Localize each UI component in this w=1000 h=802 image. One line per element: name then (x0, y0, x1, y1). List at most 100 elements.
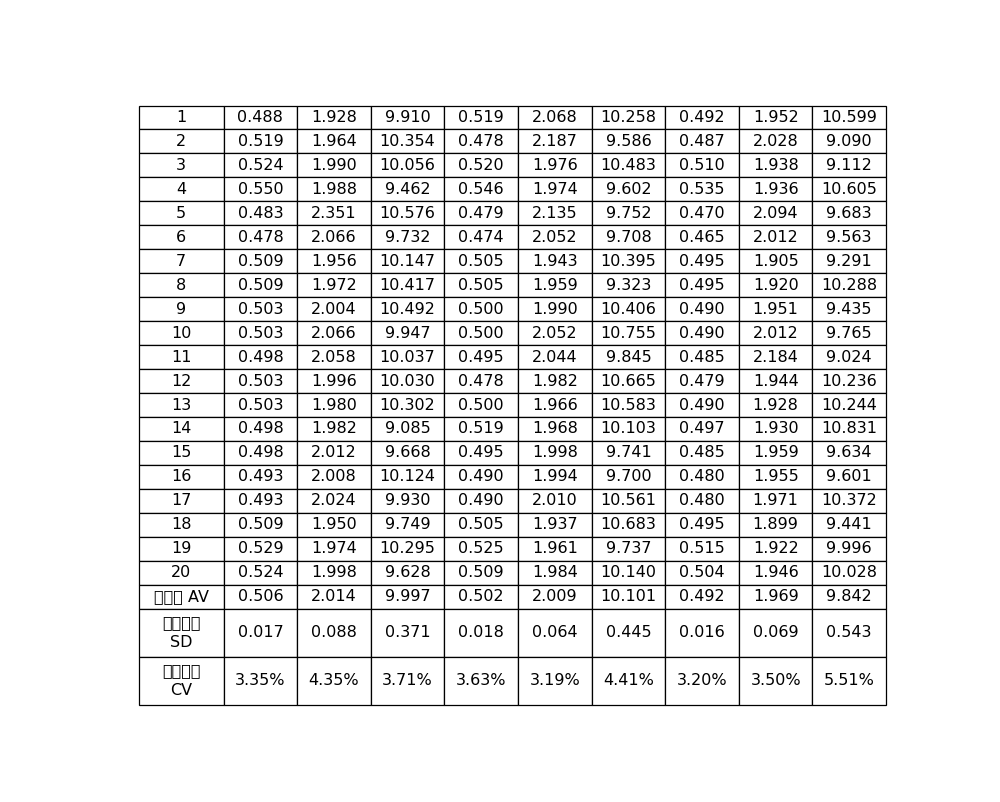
Bar (297, 585, 371, 609)
Text: 变异系数
CV: 变异系数 CV (162, 663, 201, 698)
Text: 2.058: 2.058 (311, 350, 357, 365)
Text: 1.930: 1.930 (753, 422, 798, 436)
Bar (224, 585, 297, 609)
Text: 2.187: 2.187 (532, 134, 578, 149)
Bar (592, 609, 665, 657)
Bar (224, 106, 297, 129)
Text: 2.135: 2.135 (532, 206, 578, 221)
Bar (592, 465, 665, 489)
Text: 0.490: 0.490 (679, 398, 725, 412)
Bar (371, 225, 444, 249)
Text: 0.485: 0.485 (679, 445, 725, 460)
Text: 9.930: 9.930 (385, 493, 430, 508)
Bar (739, 657, 812, 704)
Bar (297, 106, 371, 129)
Text: 0.495: 0.495 (458, 350, 504, 365)
Text: 9.765: 9.765 (826, 326, 872, 341)
Text: 0.017: 0.017 (238, 625, 283, 640)
Text: 0.519: 0.519 (458, 110, 504, 125)
Text: 1.955: 1.955 (753, 469, 799, 484)
Text: 0.505: 0.505 (458, 277, 504, 293)
Text: 1.952: 1.952 (753, 110, 799, 125)
Bar (739, 417, 812, 441)
Bar (665, 298, 739, 321)
Bar (518, 393, 592, 417)
Bar (371, 201, 444, 225)
Text: 5: 5 (176, 206, 186, 221)
Bar (592, 249, 665, 273)
Text: 0.520: 0.520 (458, 158, 504, 173)
Text: 9.741: 9.741 (606, 445, 651, 460)
Bar (371, 441, 444, 465)
Bar (592, 489, 665, 512)
Bar (139, 225, 224, 249)
Bar (224, 657, 297, 704)
Bar (297, 393, 371, 417)
Bar (518, 273, 592, 298)
Text: 3.50%: 3.50% (750, 673, 801, 688)
Text: 2.024: 2.024 (311, 493, 357, 508)
Bar (297, 441, 371, 465)
Bar (139, 129, 224, 153)
Bar (371, 106, 444, 129)
Text: 2.012: 2.012 (311, 445, 357, 460)
Bar (297, 345, 371, 369)
Bar (224, 153, 297, 177)
Text: 10.576: 10.576 (380, 206, 436, 221)
Bar (371, 512, 444, 537)
Text: 0.493: 0.493 (238, 469, 283, 484)
Text: 9.601: 9.601 (826, 469, 872, 484)
Text: 10.561: 10.561 (600, 493, 656, 508)
Text: 0.474: 0.474 (458, 230, 504, 245)
Text: 9.749: 9.749 (385, 517, 430, 533)
Text: 0.509: 0.509 (238, 517, 283, 533)
Bar (665, 106, 739, 129)
Bar (518, 441, 592, 465)
Bar (739, 249, 812, 273)
Bar (518, 561, 592, 585)
Bar (518, 345, 592, 369)
Bar (665, 177, 739, 201)
Bar (139, 393, 224, 417)
Text: 3.20%: 3.20% (677, 673, 727, 688)
Bar (592, 201, 665, 225)
Text: 1.959: 1.959 (753, 445, 799, 460)
Bar (371, 249, 444, 273)
Bar (371, 298, 444, 321)
Text: 0.497: 0.497 (679, 422, 725, 436)
Text: 4.41%: 4.41% (603, 673, 654, 688)
Bar (665, 201, 739, 225)
Bar (812, 417, 886, 441)
Text: 0.480: 0.480 (679, 493, 725, 508)
Bar (444, 465, 518, 489)
Text: 2.004: 2.004 (311, 302, 357, 317)
Text: 2.009: 2.009 (532, 589, 578, 604)
Bar (297, 153, 371, 177)
Text: 0.016: 0.016 (679, 625, 725, 640)
Bar (665, 225, 739, 249)
Text: 16: 16 (171, 469, 191, 484)
Text: 0.524: 0.524 (238, 158, 283, 173)
Text: 10.236: 10.236 (821, 374, 877, 388)
Bar (739, 129, 812, 153)
Bar (444, 249, 518, 273)
Bar (297, 249, 371, 273)
Bar (739, 441, 812, 465)
Text: 0.495: 0.495 (679, 277, 725, 293)
Text: 1.974: 1.974 (532, 182, 578, 196)
Bar (139, 177, 224, 201)
Text: 0.487: 0.487 (679, 134, 725, 149)
Bar (224, 369, 297, 393)
Text: 3.63%: 3.63% (456, 673, 506, 688)
Bar (812, 201, 886, 225)
Bar (139, 249, 224, 273)
Text: 9.323: 9.323 (606, 277, 651, 293)
Bar (224, 609, 297, 657)
Bar (444, 393, 518, 417)
Bar (518, 369, 592, 393)
Bar (739, 153, 812, 177)
Bar (139, 561, 224, 585)
Bar (139, 273, 224, 298)
Bar (518, 512, 592, 537)
Text: 0.519: 0.519 (458, 422, 504, 436)
